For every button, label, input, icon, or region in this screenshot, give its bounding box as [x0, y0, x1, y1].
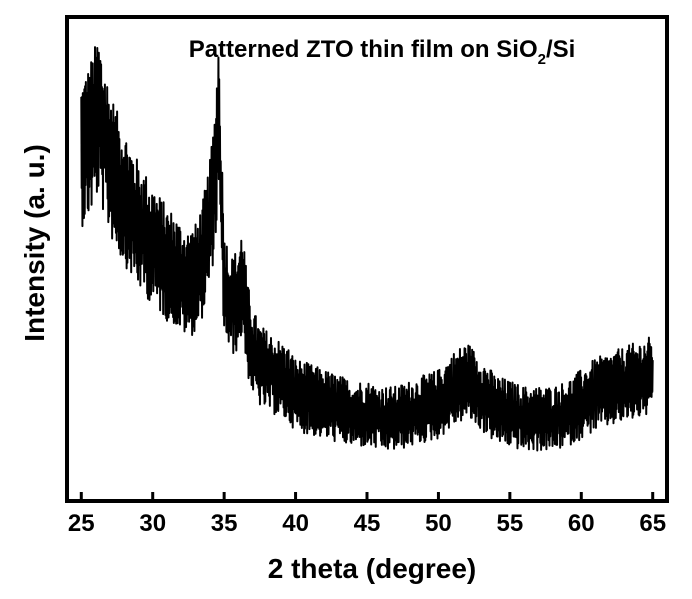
x-tick-label: 60	[568, 510, 595, 537]
chart-title: Patterned ZTO thin film on SiO2/Si	[189, 36, 576, 68]
x-tick-label: 45	[354, 510, 381, 537]
x-tick-label: 30	[139, 510, 166, 537]
x-tick-label: 65	[639, 510, 666, 537]
x-tick-label: 40	[282, 510, 309, 537]
x-tick-label: 50	[425, 510, 452, 537]
series-line	[80, 46, 654, 452]
x-tick-label: 55	[497, 510, 524, 537]
data-layer	[80, 46, 654, 452]
chart-title-subscript: 2	[538, 51, 546, 68]
x-ticks: 25 30 35 40 45 50 55 60 65	[68, 492, 666, 537]
x-tick-label: 35	[211, 510, 238, 537]
x-axis-title: 2 theta (degree)	[268, 553, 477, 584]
chart-title-suffix: /Si	[546, 36, 575, 63]
chart-title-main: Patterned ZTO thin film on SiO	[189, 36, 538, 63]
x-tick-label: 25	[68, 510, 95, 537]
y-axis-title: Intensity (a. u.)	[19, 144, 50, 342]
